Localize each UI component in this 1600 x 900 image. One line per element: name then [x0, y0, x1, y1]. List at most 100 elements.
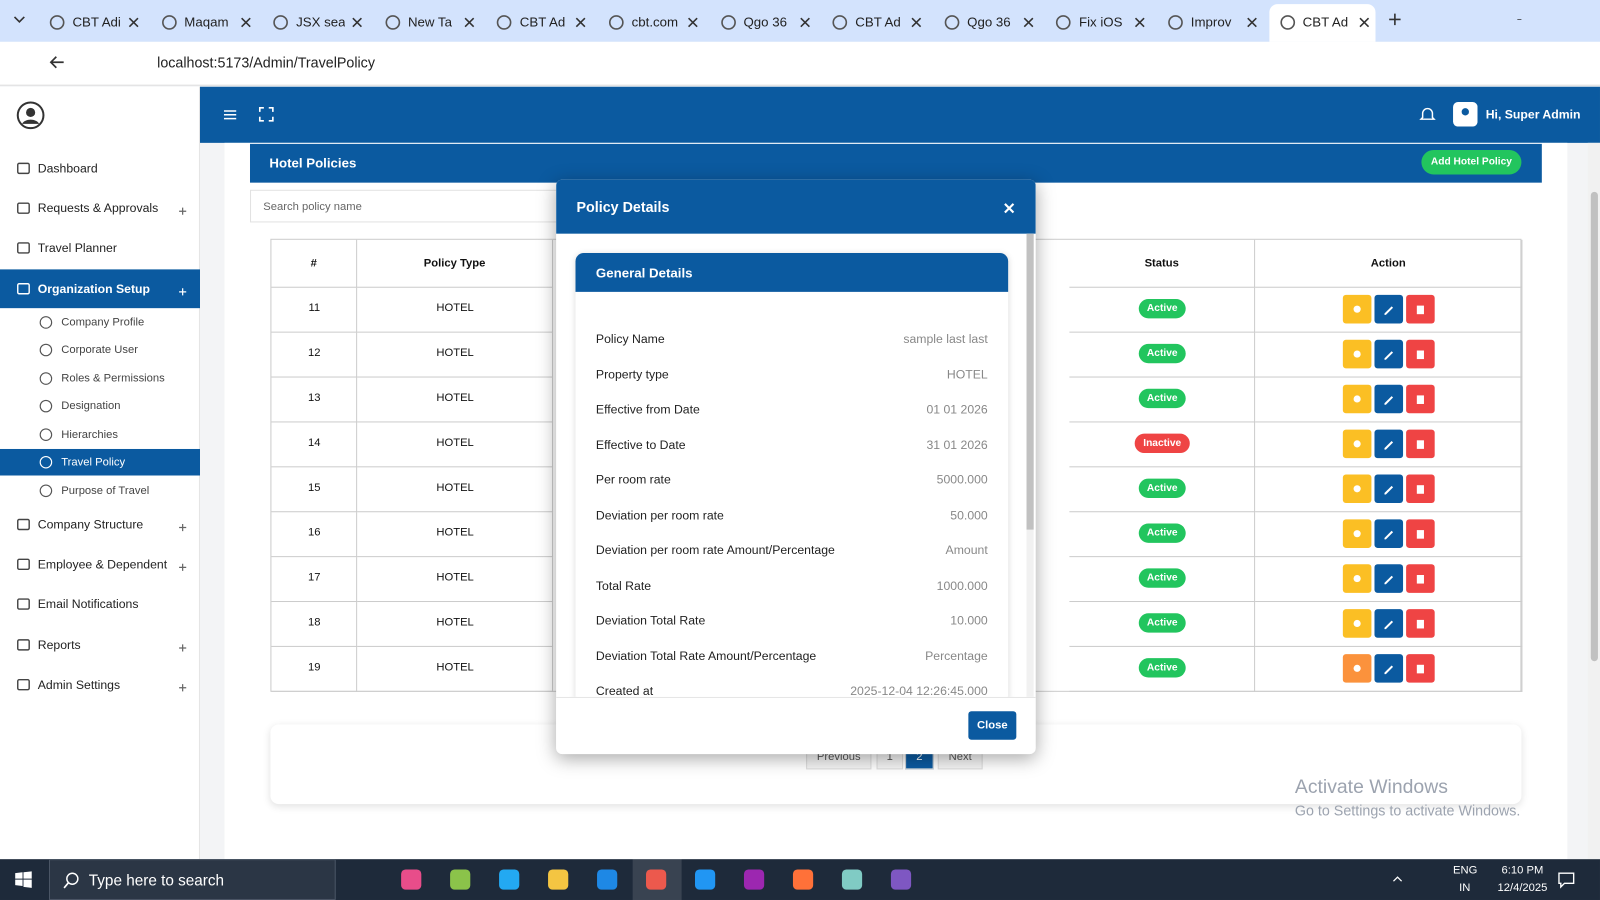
taskbar-app-glyph	[401, 869, 422, 890]
sidebar-item[interactable]: Dashboard	[0, 149, 200, 188]
tab-close	[462, 15, 476, 29]
sidebar-subitem[interactable]: Purpose of Travel	[0, 478, 200, 505]
view-button[interactable]	[1342, 519, 1372, 548]
sidebar-icon	[16, 201, 30, 215]
sidebar-subitem[interactable]: Designation	[0, 393, 200, 420]
edit-button[interactable]	[1374, 654, 1404, 683]
delete-button[interactable]	[1406, 564, 1435, 593]
browser-tab[interactable]: Maqam	[151, 4, 257, 42]
policy-type: HOTEL	[436, 346, 474, 360]
taskbar-app[interactable]	[841, 868, 863, 890]
view-button[interactable]	[1342, 294, 1372, 324]
taskbar-app[interactable]	[547, 868, 569, 890]
notification-center[interactable]	[1557, 870, 1575, 889]
url-field[interactable]	[120, 46, 1468, 80]
view-button-glyph	[1353, 619, 1361, 628]
start-button[interactable]	[14, 870, 32, 888]
taskbar-app[interactable]	[498, 868, 520, 890]
browser-tab[interactable]: JSX sea	[262, 4, 368, 42]
sidebar-item[interactable]: Email Notifications	[0, 585, 200, 624]
browser-tab[interactable]: cbt.com	[598, 4, 704, 42]
notifications-glyph	[1419, 107, 1436, 120]
view-button[interactable]	[1342, 339, 1372, 369]
sidebar-label: Employee & Dependent	[37, 557, 168, 572]
expand-icon-glyph	[179, 288, 187, 296]
edit-button[interactable]	[1374, 609, 1404, 638]
delete-button[interactable]	[1406, 654, 1435, 683]
sidebar-subitem[interactable]: Travel Policy	[0, 448, 200, 476]
sidebar-item[interactable]: Travel Planner	[0, 229, 200, 268]
browser-tab[interactable]: CBT Adi	[39, 4, 145, 42]
edit-button[interactable]	[1374, 519, 1404, 548]
sidebar-item[interactable]: Employee & Dependent	[0, 545, 200, 584]
taskbar-app[interactable]	[596, 868, 618, 890]
table-cell	[357, 287, 554, 333]
edit-button[interactable]	[1374, 429, 1404, 459]
policy-type: HOTEL	[436, 661, 474, 674]
edit-button-glyph	[1384, 441, 1394, 450]
view-button-glyph	[1353, 485, 1361, 493]
delete-button[interactable]	[1406, 474, 1435, 504]
taskbar-app[interactable]	[743, 868, 765, 890]
tab-title: Qgo 36	[967, 14, 1011, 30]
taskbar-app[interactable]	[694, 868, 716, 890]
edit-button-glyph	[1384, 306, 1394, 315]
search-input[interactable]: Search policy name	[249, 189, 577, 223]
close-button[interactable]: Close	[968, 711, 1017, 740]
bullet-glyph	[39, 316, 53, 329]
sidebar-subitem[interactable]: Company Profile	[0, 309, 200, 336]
edit-button[interactable]	[1374, 294, 1404, 324]
sidebar-item[interactable]: Requests & Approvals	[0, 189, 200, 228]
browser-tab[interactable]: Improv	[1157, 4, 1263, 42]
delete-button[interactable]	[1406, 294, 1435, 324]
delete-button[interactable]	[1406, 519, 1435, 548]
taskbar-app[interactable]	[645, 868, 667, 890]
sidebar-subitem[interactable]: Hierarchies	[0, 421, 200, 448]
browser-tab[interactable]: CBT Ad	[1268, 4, 1376, 42]
sidebar-item[interactable]: Organization Setup	[0, 269, 200, 309]
browser-tab[interactable]: Qgo 36	[933, 4, 1039, 42]
tab-close	[798, 15, 812, 29]
view-button[interactable]	[1342, 474, 1372, 504]
view-button[interactable]	[1342, 384, 1372, 414]
edit-button[interactable]	[1374, 339, 1404, 369]
taskbar-app[interactable]	[449, 868, 471, 890]
delete-button[interactable]	[1406, 429, 1435, 459]
browser-tab[interactable]: Qgo 36	[710, 4, 816, 42]
browser-tab[interactable]: Fix iOS	[1045, 4, 1151, 42]
tab-icon	[384, 14, 400, 30]
sidebar-subitem[interactable]: Roles & Permissions	[0, 365, 200, 392]
delete-button[interactable]	[1406, 339, 1435, 369]
notifications	[1419, 105, 1436, 123]
add-button[interactable]: Add Hotel Policy	[1421, 149, 1522, 175]
expand-icon-glyph	[179, 563, 187, 571]
view-button[interactable]	[1342, 654, 1372, 683]
sidebar-item[interactable]: Admin Settings	[0, 665, 200, 704]
policy-type: HOTEL	[436, 391, 474, 405]
table-cell	[357, 602, 554, 647]
edit-button-glyph	[1384, 620, 1394, 630]
edit-button[interactable]	[1374, 564, 1404, 593]
modal-close-icon[interactable]	[1003, 201, 1015, 214]
browser-tab[interactable]: CBT Ad	[486, 4, 592, 42]
sidebar-item[interactable]: Reports	[0, 626, 200, 665]
view-button[interactable]	[1342, 564, 1372, 593]
view-button[interactable]	[1342, 429, 1372, 459]
browser-tab[interactable]: CBT Ad	[822, 4, 928, 42]
edit-button[interactable]	[1374, 474, 1404, 504]
sidebar-item[interactable]: Company Structure	[0, 505, 200, 544]
tab-close-glyph	[1247, 17, 1257, 28]
taskbar-search[interactable]: Type here to search	[48, 859, 336, 900]
view-button[interactable]	[1342, 609, 1372, 638]
delete-button[interactable]	[1406, 384, 1435, 414]
taskbar-app[interactable]	[890, 868, 912, 890]
browser-tab[interactable]: New Ta	[374, 4, 480, 42]
delete-button[interactable]	[1406, 609, 1435, 638]
sidebar-subitem[interactable]: Corporate User	[0, 337, 200, 364]
taskbar-app[interactable]	[400, 868, 422, 890]
tab-icon-glyph	[385, 15, 400, 30]
taskbar-app[interactable]	[792, 868, 814, 890]
expand-icon-glyph	[179, 523, 187, 532]
edit-button[interactable]	[1374, 384, 1404, 414]
